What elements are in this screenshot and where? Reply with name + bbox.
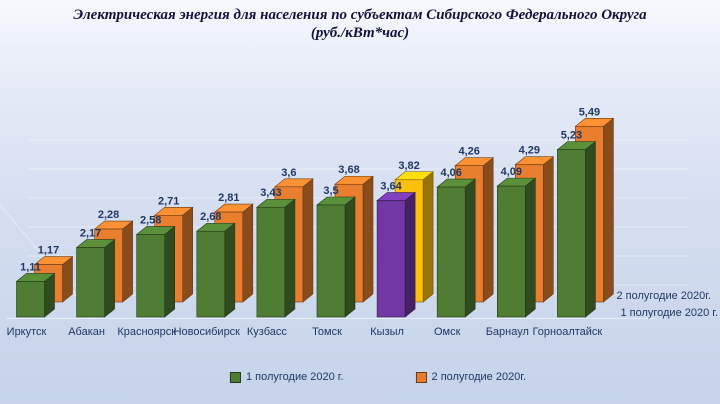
value-label-s1-4: 3,43 — [260, 187, 281, 199]
depth-axis-label-second-half: 2 полугодие 2020г. — [616, 290, 711, 302]
value-label-s1-8: 4,09 — [501, 166, 522, 178]
bar-s1-1[interactable] — [76, 247, 105, 318]
value-label-s2-3: 2,81 — [218, 192, 239, 204]
legend: 1 полугодие 2020 г. 2 полугодие 2020г. — [229, 371, 527, 383]
bar-s1-7[interactable] — [436, 186, 466, 318]
bar-s1-4-side[interactable] — [284, 198, 296, 318]
bar-s1-2[interactable] — [136, 234, 165, 318]
value-label-s2-8: 4,29 — [519, 145, 540, 157]
value-label-s2-9: 5,49 — [579, 106, 600, 118]
legend-swatch-1 — [229, 371, 241, 383]
bar-s1-9-side[interactable] — [585, 141, 596, 318]
bar-s2-3-side[interactable] — [242, 203, 254, 303]
legend-item-2[interactable]: 2 полугодие 2020г. — [415, 371, 527, 383]
bar-s2-2-side[interactable] — [182, 206, 193, 303]
value-label-s2-6: 3,82 — [398, 160, 419, 172]
category-label-2: Красноярск — [117, 326, 176, 338]
bar-s2-1-side[interactable] — [122, 220, 133, 303]
bar-s2-6-side[interactable] — [422, 171, 434, 303]
category-label-7: Омск — [434, 326, 461, 338]
category-label-8: Барнаул — [486, 326, 529, 338]
value-label-s1-5: 3,5 — [323, 185, 338, 197]
bar-s1-6[interactable] — [376, 200, 406, 318]
category-label-5: Томск — [312, 326, 342, 338]
bar-s1-8[interactable] — [496, 185, 526, 318]
bar-s1-5-side[interactable] — [344, 196, 356, 318]
value-label-s2-0: 1,17 — [38, 245, 59, 257]
value-label-s1-1: 2,17 — [80, 228, 101, 240]
value-label-s2-7: 4,26 — [458, 146, 479, 158]
value-label-s1-7: 4,06 — [440, 167, 461, 179]
bar-s1-7-side[interactable] — [464, 178, 476, 318]
bar-s1-8-side[interactable] — [524, 177, 536, 318]
bar-s1-6-side[interactable] — [404, 191, 416, 318]
category-label-4: Кузбасс — [247, 326, 287, 338]
chart-title-line1: Электрическая энергия для населения по с… — [73, 7, 647, 23]
bar-s1-1-side[interactable] — [104, 238, 115, 318]
category-label-0: Иркутск — [7, 326, 47, 338]
depth-axis-labels: 2 полугодие 2020г. 1 полугодие 2020 г. — [616, 288, 718, 322]
legend-label-1: 1 полугодие 2020 г. — [245, 371, 344, 383]
category-label-9: Горноалтайск — [533, 326, 603, 338]
category-label-6: Кызыл — [370, 326, 404, 338]
category-label-1: Абакан — [68, 326, 105, 338]
bar-s2-5-side[interactable] — [362, 175, 374, 303]
bar-s1-5[interactable] — [316, 204, 346, 318]
bar-s1-3[interactable] — [196, 230, 226, 318]
bar-s1-3-side[interactable] — [224, 222, 236, 318]
value-label-s1-6: 3,64 — [380, 181, 402, 193]
value-label-s1-0: 1,11 — [20, 261, 41, 273]
bar-s1-4[interactable] — [256, 206, 286, 318]
legend-swatch-2 — [415, 371, 427, 383]
bar-s2-7-side[interactable] — [482, 157, 494, 303]
value-label-s2-4: 3,6 — [281, 167, 296, 179]
value-label-s2-1: 2,28 — [98, 209, 119, 221]
bar-s1-0[interactable] — [16, 281, 45, 318]
value-label-s1-2: 2,58 — [140, 214, 161, 226]
bar-s1-2-side[interactable] — [164, 225, 175, 318]
bar-s2-8-side[interactable] — [542, 156, 554, 303]
depth-axis-label-first-half: 1 полугодие 2020 г. — [620, 307, 718, 319]
legend-label-2: 2 полугодие 2020г. — [431, 371, 527, 383]
chart-title-units: (руб./кВт*час) — [310, 25, 410, 41]
legend-item-1[interactable]: 1 полугодие 2020 г. — [229, 371, 344, 383]
bar-s2-9-side[interactable] — [603, 117, 614, 303]
value-label-s2-5: 3,68 — [338, 164, 359, 176]
chart-title: Электрическая энергия для населения по с… — [0, 6, 720, 42]
value-label-s1-3: 2,68 — [200, 211, 221, 223]
category-label-3: Новосибирск — [174, 326, 241, 338]
bar-s2-4-side[interactable] — [302, 178, 314, 303]
value-label-s2-2: 2,71 — [158, 195, 179, 207]
value-label-s1-9: 5,23 — [561, 130, 582, 142]
bar-s1-9[interactable] — [557, 149, 586, 318]
